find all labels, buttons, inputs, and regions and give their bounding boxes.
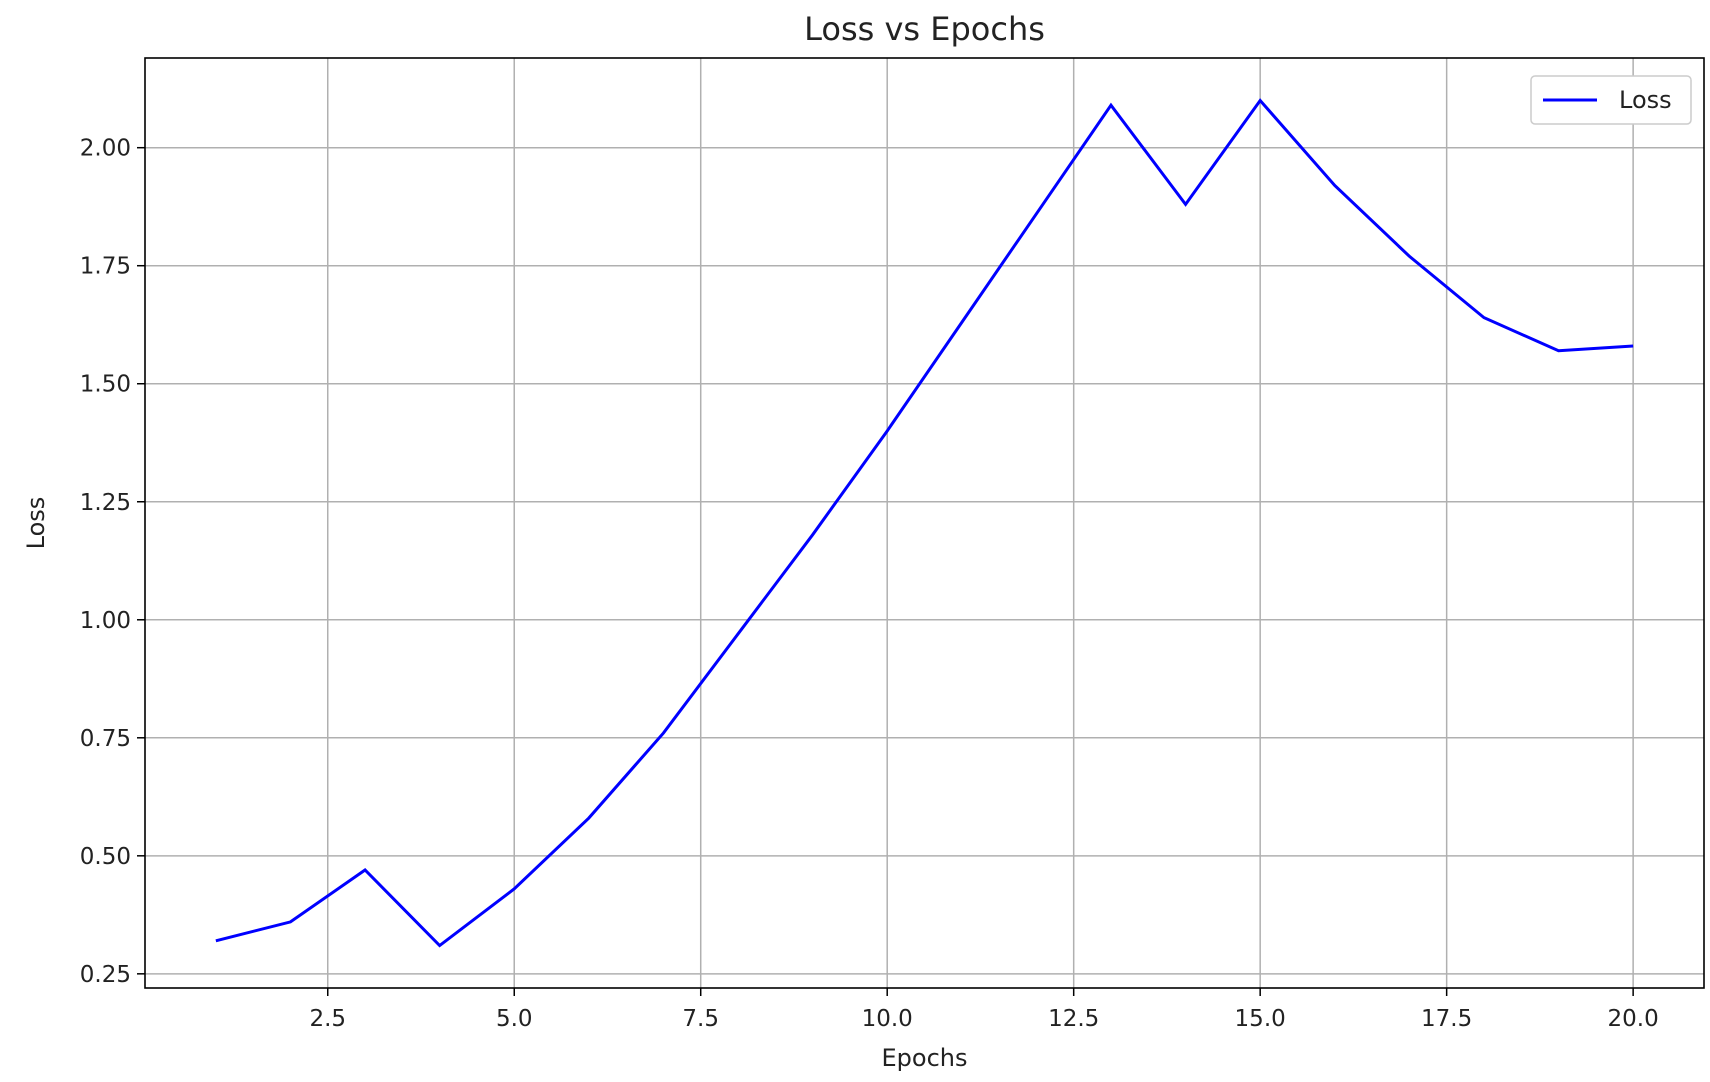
x-tick-label: 10.0 [862,1006,913,1032]
series-group [215,98,1634,948]
y-tick-label: 1.00 [80,608,131,634]
legend-box [1530,75,1692,125]
y-axis-label: Loss [22,497,50,550]
y-tick-label: 0.75 [80,726,131,752]
plot-frame [144,57,1705,989]
chart-title: Loss vs Epochs [804,10,1045,48]
x-tick-label: 7.5 [682,1006,719,1032]
legend: Loss [1530,75,1692,125]
y-tick-label: 0.50 [80,844,131,870]
series-line-loss [215,98,1634,948]
y-tick-label: 1.25 [80,490,131,516]
x-tick-label: 17.5 [1421,1006,1472,1032]
legend-label: Loss [1619,86,1672,114]
axis-ticks: 2.5 5.0 7.5 10.0 12.5 15.0 17.5 20.0 0.25 0.50 0.7… [80,136,1659,1032]
y-tick-label: 0.25 [80,962,131,988]
y-tick-label: 1.50 [80,372,131,398]
x-tick-label: 2.5 [309,1006,346,1032]
x-tick-label: 20.0 [1608,1006,1659,1032]
x-axis-label: Epochs [882,1044,968,1072]
grid [145,58,1704,988]
y-tick-label: 1.75 [80,254,131,280]
x-tick-label: 12.5 [1048,1006,1099,1032]
x-tick-label: 15.0 [1235,1006,1286,1032]
y-tick-label: 2.00 [80,136,131,162]
x-tick-label: 5.0 [496,1006,533,1032]
